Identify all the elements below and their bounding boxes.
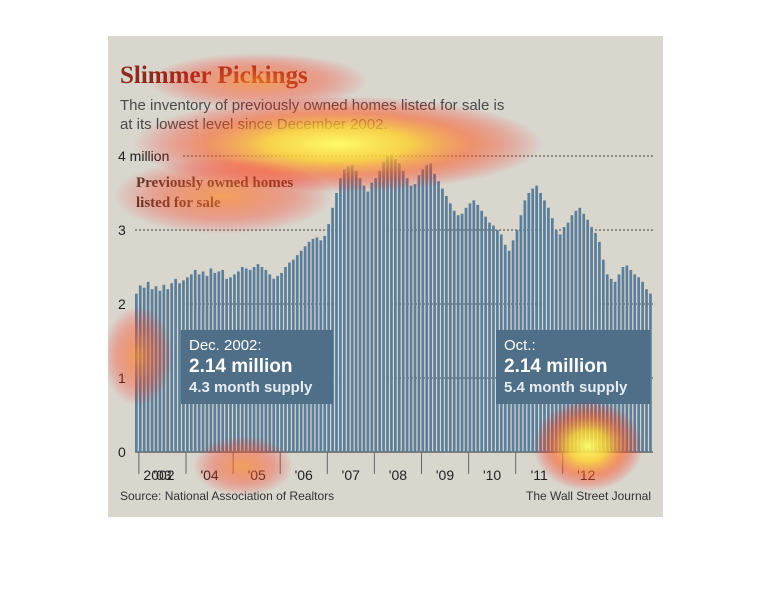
bar	[342, 169, 346, 452]
bar	[649, 293, 652, 452]
x-tick-label: '06	[295, 467, 313, 483]
callout-label: Dec. 2002:	[189, 337, 262, 354]
bar	[409, 185, 413, 452]
bar	[460, 213, 464, 452]
bar	[382, 161, 385, 453]
y-tick-label: 1	[118, 370, 126, 386]
bar	[386, 156, 389, 452]
bar	[366, 191, 370, 452]
bar	[421, 169, 425, 452]
x-tick-label: '12	[577, 467, 595, 483]
bar	[178, 283, 181, 452]
y-tick-label: 2	[118, 296, 126, 312]
bar	[146, 281, 150, 452]
bar	[346, 166, 350, 453]
bar	[158, 290, 162, 452]
callout-label: Oct.:	[504, 337, 536, 354]
bar	[539, 193, 542, 452]
bar	[413, 184, 417, 452]
chart-figure: 0 1 2 3 4 million 2002'03 '04 '05 '06 '07 '08 '09 '…	[108, 36, 663, 517]
callout-oct: Oct.: 2.14 million 5.4 month supply	[496, 330, 650, 404]
bar	[166, 289, 170, 452]
y-tick-label: 0	[118, 444, 126, 460]
bar	[350, 164, 354, 452]
x-tick-label: 2002	[143, 467, 174, 483]
bar	[142, 287, 146, 452]
bar	[527, 193, 531, 452]
bar	[135, 293, 138, 452]
bar	[405, 178, 409, 452]
x-tick-label: '10	[483, 467, 501, 483]
y-tick-label: 4 million	[118, 148, 169, 164]
bar	[488, 222, 491, 452]
bar	[484, 216, 487, 452]
bar	[378, 170, 382, 453]
x-tick-label: '03	[153, 467, 171, 483]
bar	[472, 200, 476, 452]
source-note: Source: National Association of Realtors	[120, 489, 335, 503]
callout-supply: 4.3 month supply	[189, 379, 313, 396]
x-tick-label: '08	[389, 467, 407, 483]
bar	[362, 185, 366, 452]
bar	[335, 193, 338, 452]
bar	[170, 283, 174, 452]
bar	[523, 200, 527, 452]
bar	[150, 289, 154, 452]
bar	[425, 164, 429, 452]
bar	[547, 207, 550, 452]
bar	[154, 286, 158, 452]
y-tick-label: 3	[118, 222, 126, 238]
callout-value: 2.14 million	[504, 356, 608, 377]
bar	[162, 284, 166, 452]
bar	[468, 203, 472, 452]
bar	[339, 178, 342, 452]
bar	[531, 188, 535, 452]
bar	[401, 170, 405, 453]
credit-note: The Wall Street Journal	[526, 489, 651, 503]
bar	[452, 210, 456, 452]
bar	[492, 225, 495, 452]
bar	[374, 178, 378, 452]
bar	[390, 154, 393, 452]
bar	[437, 181, 440, 452]
bar	[464, 207, 468, 452]
x-tick-label: '09	[436, 467, 454, 483]
bar	[433, 173, 436, 452]
x-tick-label: '05	[248, 467, 266, 483]
series-label: Previously owned homes listed for sale	[136, 175, 294, 211]
bar	[370, 182, 374, 452]
bar	[331, 207, 334, 452]
bar	[448, 203, 452, 452]
x-tick-label: '11	[531, 467, 548, 483]
bar	[480, 210, 484, 452]
chart-subtitle: The inventory of previously owned homes …	[120, 97, 505, 133]
bar	[138, 285, 142, 452]
bar	[174, 278, 177, 452]
bar	[429, 163, 433, 452]
bar	[535, 185, 538, 452]
callout-supply: 5.4 month supply	[504, 379, 628, 396]
x-tick-label: '07	[342, 467, 360, 483]
bar	[543, 200, 546, 452]
bar	[445, 195, 448, 452]
bar	[456, 215, 460, 452]
bar	[397, 163, 401, 452]
bar	[417, 175, 421, 453]
callout-value: 2.14 million	[189, 356, 293, 377]
bar	[476, 204, 480, 452]
bar	[441, 188, 444, 452]
x-tick-label: '04	[200, 467, 218, 483]
chart-title: Slimmer Pickings	[120, 62, 308, 89]
bar	[358, 178, 362, 452]
bar	[394, 158, 397, 452]
x-tick-labels: 2002'03 '04 '05 '06 '07 '08 '09 '10 '11 '12	[138, 452, 596, 483]
bar	[354, 170, 358, 453]
callout-dec-2002: Dec. 2002: 2.14 million 4.3 month supply	[181, 330, 333, 404]
bar	[578, 207, 582, 452]
